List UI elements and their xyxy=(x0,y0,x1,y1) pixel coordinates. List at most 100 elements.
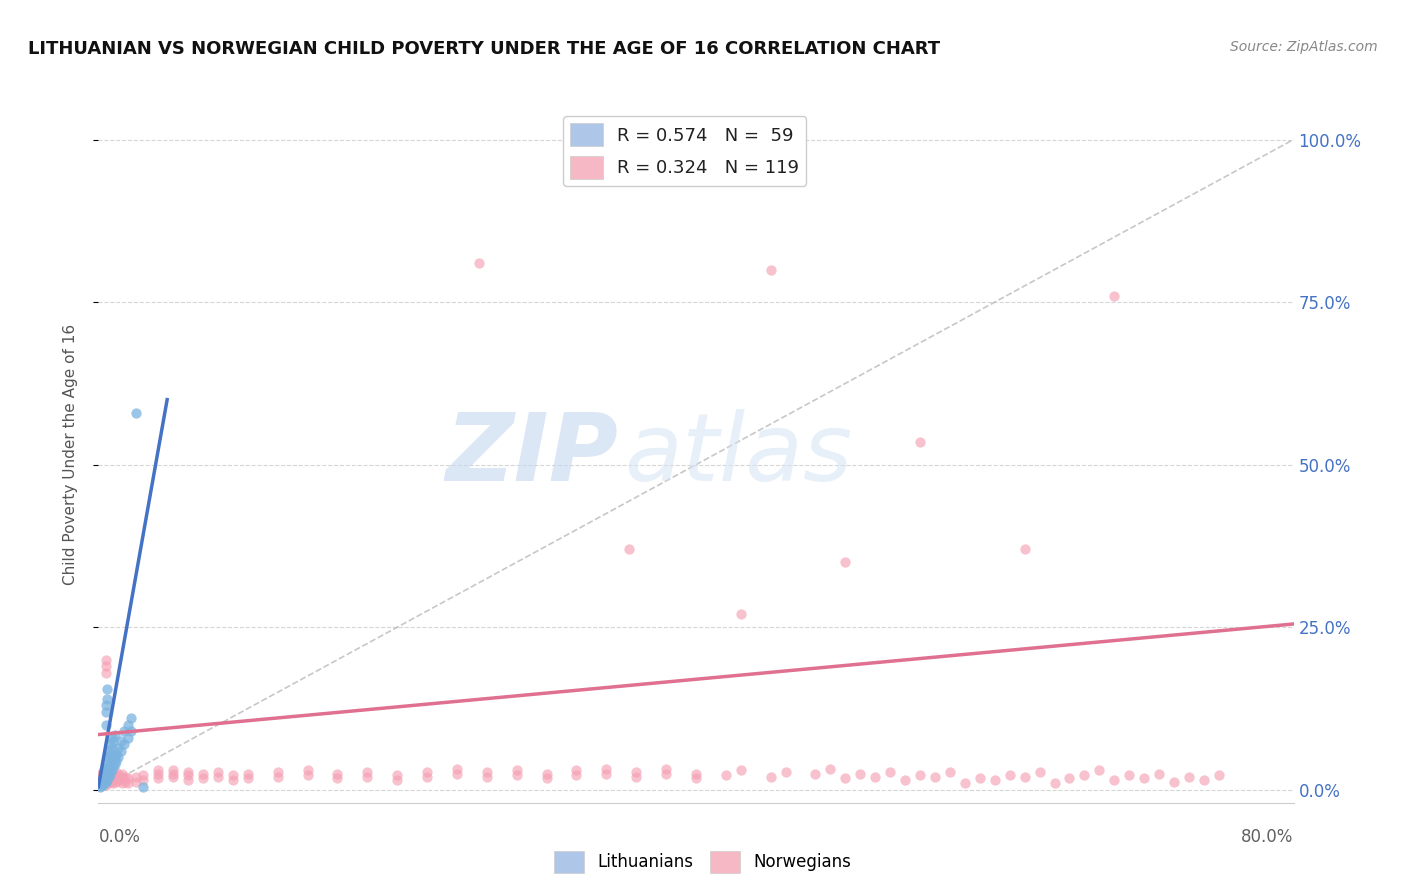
Point xyxy=(894,772,917,787)
Point xyxy=(865,770,887,784)
Point xyxy=(908,768,931,782)
Point xyxy=(90,771,112,785)
Point xyxy=(91,770,114,784)
Point xyxy=(998,768,1021,782)
Point xyxy=(120,711,142,725)
Point xyxy=(626,770,648,784)
Point xyxy=(356,764,378,779)
Point xyxy=(162,764,184,778)
Point xyxy=(96,776,118,790)
Point xyxy=(984,772,1007,787)
Point xyxy=(94,718,117,732)
Point xyxy=(94,775,117,789)
Point xyxy=(849,766,872,780)
Point xyxy=(222,768,245,782)
Point xyxy=(98,772,122,787)
Point xyxy=(207,764,229,779)
Point xyxy=(89,772,111,787)
Point xyxy=(117,776,139,790)
Point xyxy=(96,772,118,787)
Point xyxy=(94,772,117,787)
Point xyxy=(506,768,529,782)
Point xyxy=(879,764,901,779)
Point xyxy=(97,764,120,778)
Point xyxy=(94,705,117,719)
Point xyxy=(94,764,117,778)
Point xyxy=(685,766,707,780)
Point xyxy=(908,434,931,449)
Point xyxy=(207,770,229,784)
Point xyxy=(326,771,349,785)
Point xyxy=(565,768,588,782)
Point xyxy=(94,698,117,713)
Point xyxy=(94,778,117,792)
Point xyxy=(97,744,120,758)
Point xyxy=(114,770,136,784)
Point xyxy=(1088,764,1111,778)
Point xyxy=(148,764,170,778)
Point xyxy=(924,770,946,784)
Point xyxy=(759,770,782,784)
Point xyxy=(536,766,558,780)
Point xyxy=(96,756,118,771)
Point xyxy=(110,734,132,748)
Point xyxy=(111,771,134,785)
Point xyxy=(939,764,962,779)
Point xyxy=(105,775,128,789)
Point xyxy=(104,750,127,764)
Point xyxy=(105,747,128,761)
Point xyxy=(101,764,124,779)
Point xyxy=(1059,771,1081,785)
Point xyxy=(1208,768,1230,782)
Point xyxy=(1118,768,1140,782)
Point xyxy=(93,772,115,787)
Point xyxy=(104,756,127,771)
Point xyxy=(626,764,648,779)
Point xyxy=(94,665,117,680)
Point xyxy=(177,772,200,787)
Point xyxy=(834,555,856,569)
Point xyxy=(91,772,114,787)
Point xyxy=(685,771,707,785)
Point xyxy=(132,780,155,794)
Point xyxy=(177,764,200,779)
Point xyxy=(90,766,112,780)
Point xyxy=(297,764,319,778)
Point xyxy=(595,766,617,780)
Point xyxy=(90,779,112,793)
Point xyxy=(1043,776,1066,790)
Point xyxy=(101,764,124,778)
Point xyxy=(97,770,120,784)
Point xyxy=(111,776,134,790)
Point xyxy=(416,770,439,784)
Point xyxy=(120,724,142,739)
Point xyxy=(93,772,115,787)
Text: Source: ZipAtlas.com: Source: ZipAtlas.com xyxy=(1230,40,1378,54)
Point xyxy=(1014,770,1036,784)
Point xyxy=(1147,766,1170,780)
Point xyxy=(416,764,439,779)
Point xyxy=(297,768,319,782)
Point xyxy=(117,771,139,785)
Text: ZIP: ZIP xyxy=(446,409,619,501)
Point xyxy=(94,659,117,673)
Point xyxy=(98,747,122,761)
Point xyxy=(655,762,678,776)
Point xyxy=(91,764,114,779)
Point xyxy=(1104,288,1126,302)
Point xyxy=(385,772,409,787)
Point xyxy=(93,764,115,778)
Text: atlas: atlas xyxy=(624,409,852,500)
Point xyxy=(475,764,498,779)
Point xyxy=(162,770,184,784)
Point xyxy=(105,764,128,779)
Point xyxy=(105,754,128,768)
Point xyxy=(446,762,468,776)
Point xyxy=(89,780,111,794)
Point xyxy=(1104,772,1126,787)
Point xyxy=(98,762,122,776)
Point xyxy=(565,764,588,778)
Point xyxy=(468,256,491,270)
Point xyxy=(125,770,148,784)
Point xyxy=(94,653,117,667)
